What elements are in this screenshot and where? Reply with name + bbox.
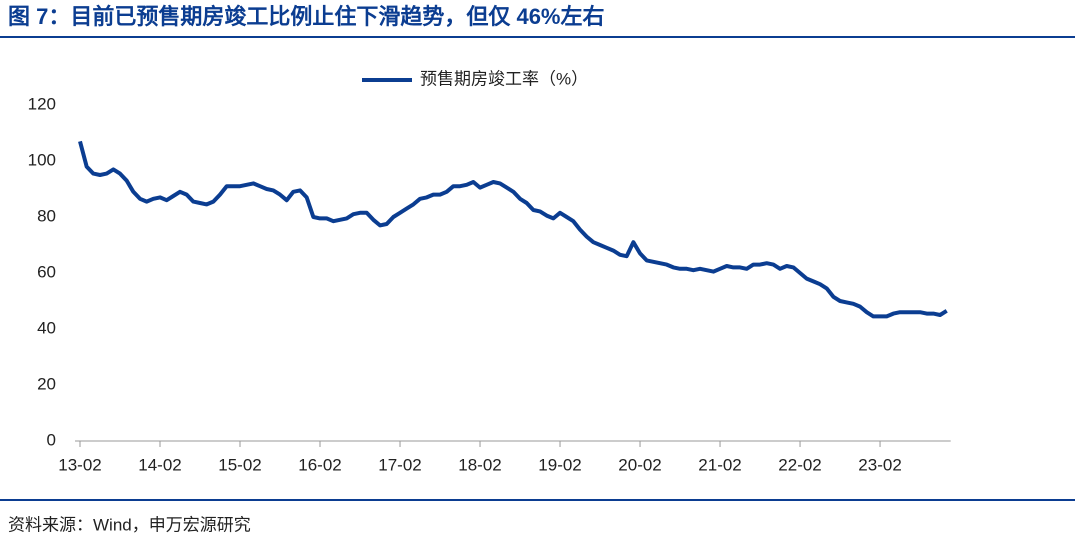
y-tick-label: 80 xyxy=(37,206,56,225)
legend-label: 预售期房竣工率（%） xyxy=(420,69,588,88)
x-tick-label: 15-02 xyxy=(218,455,261,474)
y-tick-label: 20 xyxy=(37,374,56,393)
x-tick-label: 20-02 xyxy=(618,455,661,474)
footer-rule xyxy=(0,499,1075,501)
x-tick-label: 16-02 xyxy=(298,455,341,474)
x-tick-label: 22-02 xyxy=(778,455,821,474)
x-tick-label: 18-02 xyxy=(458,455,501,474)
y-tick-label: 60 xyxy=(37,262,56,281)
y-tick-label: 0 xyxy=(47,430,56,449)
data-line xyxy=(78,140,948,319)
x-tick-label: 17-02 xyxy=(378,455,421,474)
x-tick-label: 14-02 xyxy=(138,455,181,474)
x-tick-label: 13-02 xyxy=(58,455,101,474)
y-tick-label: 120 xyxy=(28,94,56,113)
x-tick-label: 21-02 xyxy=(698,455,741,474)
chart-title: 图 7：目前已预售期房竣工比例止住下滑趋势，但仅 46%左右 xyxy=(8,4,605,29)
x-tick-label: 23-02 xyxy=(858,455,901,474)
title-rule xyxy=(0,36,1075,38)
y-tick-label: 40 xyxy=(37,318,56,337)
source: 资料来源：Wind，申万宏源研究 xyxy=(8,515,251,534)
x-tick-label: 19-02 xyxy=(538,455,581,474)
y-tick-label: 100 xyxy=(28,150,56,169)
